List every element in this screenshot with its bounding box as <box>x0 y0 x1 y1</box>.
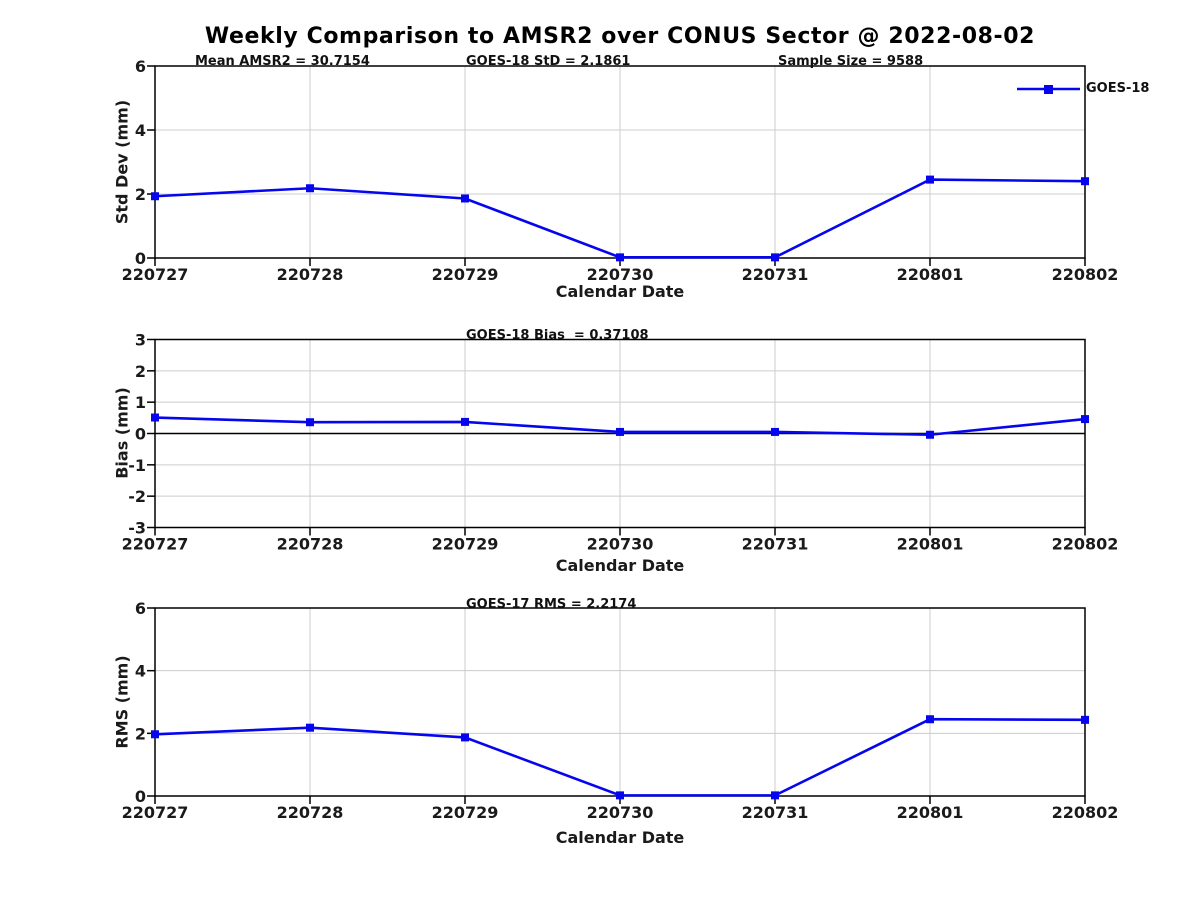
svg-text:2: 2 <box>135 362 146 381</box>
svg-text:220729: 220729 <box>432 265 499 284</box>
svg-text:6: 6 <box>135 599 146 618</box>
svg-text:220801: 220801 <box>897 803 964 822</box>
x-axis-label-middle: Calendar Date <box>555 556 685 575</box>
legend <box>1017 85 1080 94</box>
subplot-1: 220727 220728 220729 220730 220731 220801 2208… <box>122 331 1119 554</box>
data-point-marker <box>306 418 314 427</box>
svg-text:-3: -3 <box>128 519 146 538</box>
data-point-marker <box>151 413 159 422</box>
svg-text:2: 2 <box>135 185 146 204</box>
x-axis-label-bottom: Calendar Date <box>555 828 685 847</box>
subplot-0: 220727 220728 220729 220730 220731 220801 2208… <box>122 57 1119 284</box>
data-point-marker <box>926 175 934 184</box>
data-point-marker <box>461 194 469 203</box>
data-point-marker <box>151 730 159 739</box>
y-axis-label-bias: Bias (mm) <box>112 387 132 479</box>
svg-text:4: 4 <box>135 121 146 140</box>
svg-text:2: 2 <box>135 724 146 743</box>
svg-text:220731: 220731 <box>742 803 809 822</box>
data-point-marker <box>926 430 934 439</box>
svg-text:220730: 220730 <box>587 265 654 284</box>
data-point-marker <box>306 184 314 193</box>
svg-text:220729: 220729 <box>432 803 499 822</box>
annotation-goes17-rms: GOES-17 RMS = 2.2174 <box>466 597 637 612</box>
svg-text:0: 0 <box>135 249 146 268</box>
annotation-goes18-bias: GOES-18 Bias = 0.37108 <box>466 328 649 343</box>
svg-text:220728: 220728 <box>277 265 344 284</box>
svg-text:3: 3 <box>135 331 146 350</box>
svg-text:220730: 220730 <box>587 803 654 822</box>
svg-text:220727: 220727 <box>122 803 189 822</box>
svg-text:0: 0 <box>135 787 146 806</box>
svg-text:220729: 220729 <box>432 535 499 554</box>
svg-text:220802: 220802 <box>1052 265 1119 284</box>
data-point-marker <box>1081 415 1089 424</box>
svg-text:6: 6 <box>135 57 146 76</box>
annotation-mean-amsr2: Mean AMSR2 = 30.7154 <box>195 54 370 69</box>
data-point-marker <box>771 253 779 262</box>
svg-text:220730: 220730 <box>587 535 654 554</box>
data-point-marker <box>1081 715 1089 724</box>
svg-text:-1: -1 <box>128 456 146 475</box>
data-point-marker <box>926 715 934 724</box>
svg-text:220728: 220728 <box>277 803 344 822</box>
svg-text:220728: 220728 <box>277 535 344 554</box>
svg-text:220727: 220727 <box>122 535 189 554</box>
legend-marker-icon <box>1044 85 1053 94</box>
data-point-marker <box>151 192 159 201</box>
annotation-sample-size: Sample Size = 9588 <box>778 54 924 69</box>
svg-text:220801: 220801 <box>897 265 964 284</box>
data-point-marker <box>461 733 469 742</box>
legend-label: GOES-18 <box>1086 81 1150 96</box>
subplot-2: 220727 220728 220729 220730 220731 220801 2208… <box>122 599 1119 822</box>
data-point-marker <box>771 427 779 436</box>
data-point-marker <box>771 791 779 800</box>
data-point-marker <box>306 723 314 732</box>
svg-text:220731: 220731 <box>742 265 809 284</box>
svg-text:4: 4 <box>135 662 146 681</box>
svg-text:-2: -2 <box>128 487 146 506</box>
svg-text:220802: 220802 <box>1052 535 1119 554</box>
svg-text:220727: 220727 <box>122 265 189 284</box>
chart-title: Weekly Comparison to AMSR2 over CONUS Se… <box>204 24 1036 49</box>
data-point-marker <box>616 427 624 436</box>
data-point-marker <box>1081 177 1089 186</box>
x-axis-label-top: Calendar Date <box>555 282 685 301</box>
svg-text:1: 1 <box>135 393 146 412</box>
svg-text:220731: 220731 <box>742 535 809 554</box>
data-point-marker <box>616 791 624 800</box>
annotation-goes18-std: GOES-18 StD = 2.1861 <box>466 54 631 69</box>
y-axis-label-stddev: Std Dev (mm) <box>112 99 132 225</box>
data-point-marker <box>616 253 624 262</box>
y-axis-label-rms: RMS (mm) <box>112 655 132 749</box>
data-point-marker <box>461 417 469 426</box>
svg-text:0: 0 <box>135 425 146 444</box>
svg-text:220802: 220802 <box>1052 803 1119 822</box>
svg-text:220801: 220801 <box>897 535 964 554</box>
